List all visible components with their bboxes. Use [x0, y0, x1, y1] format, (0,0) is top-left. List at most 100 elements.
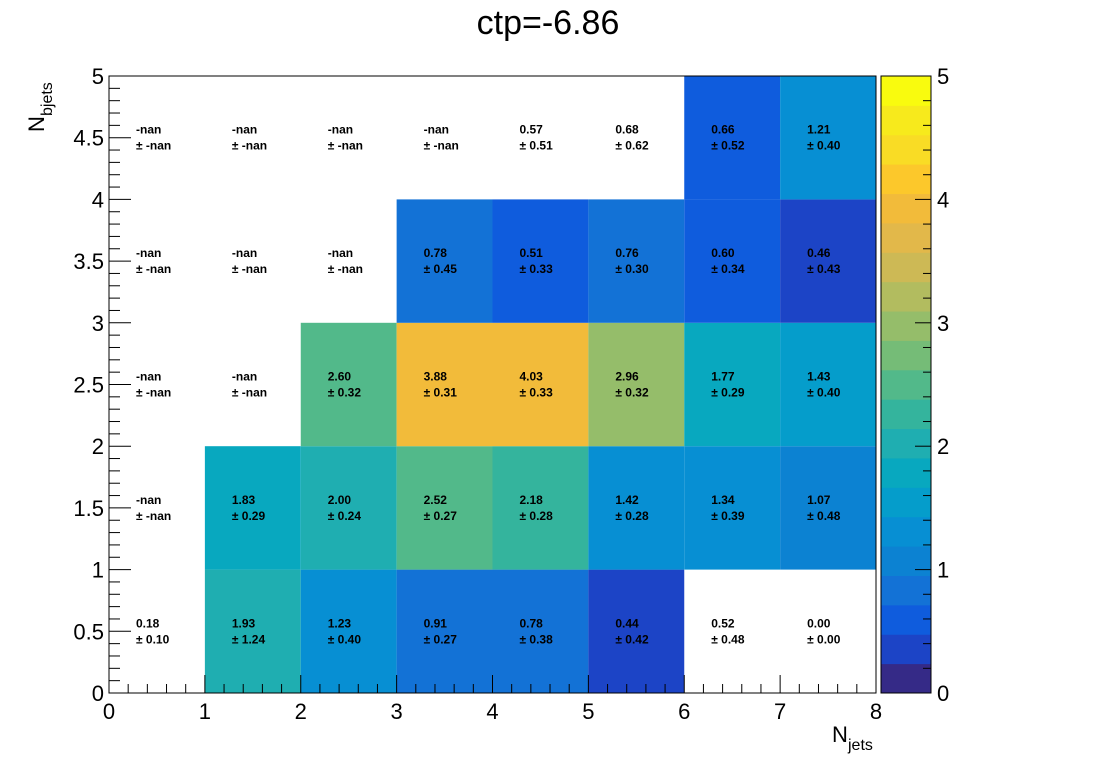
cell-value-label: 0.78	[520, 616, 544, 630]
z-tick-label: 0	[937, 681, 949, 706]
palette-swatch	[881, 516, 931, 547]
palette-swatch	[881, 134, 931, 165]
x-axis-label-main: N	[832, 722, 848, 747]
x-axis-label: N jets	[832, 722, 873, 754]
cell-value-label: 2.52	[424, 493, 448, 507]
cell-value-label: 0.18	[136, 616, 160, 630]
heatmap-cell	[396, 446, 493, 570]
cell-error-label: ± 0.30	[615, 262, 649, 276]
cell-value-label: -nan	[328, 123, 353, 137]
x-tick-label: 5	[582, 699, 594, 724]
heatmap-cell	[684, 322, 781, 447]
palette-swatch	[881, 281, 931, 312]
cell-value-label: -nan	[136, 123, 161, 137]
y-tick-label: 0	[92, 681, 104, 706]
heatmap-cell	[492, 446, 589, 570]
heatmap-cell	[588, 569, 685, 693]
cell-error-label: ± 0.48	[711, 632, 745, 646]
cell-error-label: ± 0.62	[615, 139, 649, 153]
heatmap-cell	[780, 322, 876, 447]
cell-value-label: 1.42	[615, 493, 639, 507]
cell-value-label: 4.03	[520, 370, 544, 384]
cell-error-label: ± 0.29	[711, 386, 745, 400]
z-tick-label: 4	[937, 187, 949, 212]
x-tick-label: 7	[774, 699, 786, 724]
x-tick-label: 1	[199, 699, 211, 724]
heatmap-cell	[300, 569, 397, 693]
cell-error-label: ± 0.32	[615, 386, 649, 400]
cell-value-label: 0.91	[424, 616, 448, 630]
heatmap-cell	[780, 446, 876, 570]
cell-error-label: ± 0.29	[232, 509, 266, 523]
cell-error-label: ± -nan	[136, 262, 171, 276]
cell-error-label: ± -nan	[136, 509, 171, 523]
z-tick-label: 2	[937, 434, 949, 459]
cell-value-label: -nan	[232, 246, 257, 260]
heatmap-cell	[588, 446, 685, 570]
x-axis-label-sub: jets	[847, 737, 873, 754]
heatmap-cell	[588, 322, 685, 447]
cell-value-label: 1.34	[711, 493, 735, 507]
palette-swatch	[881, 399, 931, 430]
cell-value-label: 1.07	[807, 493, 831, 507]
cell-value-label: -nan	[328, 246, 353, 260]
y-tick-label: 3.5	[73, 249, 104, 274]
cell-value-label: 0.46	[807, 246, 831, 260]
heatmap-cell	[300, 446, 397, 570]
cell-error-label: ± 0.28	[615, 509, 649, 523]
cell-value-label: -nan	[136, 493, 161, 507]
y-tick-label: 2.5	[73, 373, 104, 398]
y-axis-label: N bjets	[24, 82, 56, 132]
heatmap-cell	[204, 569, 301, 693]
heatmap-cell	[396, 569, 493, 693]
x-tick-label: 6	[678, 699, 690, 724]
palette-swatch	[881, 634, 931, 665]
cell-error-label: ± 0.48	[807, 509, 841, 523]
y-tick-label: 4	[92, 187, 104, 212]
heatmap-cell	[684, 199, 781, 323]
cell-error-label: ± 0.51	[520, 139, 554, 153]
palette-swatch	[881, 311, 931, 341]
cell-value-label: -nan	[232, 123, 257, 137]
cell-value-label: 1.83	[232, 493, 256, 507]
cell-value-label: 1.21	[807, 123, 831, 137]
y-tick-label: 3	[92, 311, 104, 336]
heatmap-cell	[300, 322, 397, 447]
z-tick-label: 1	[937, 558, 949, 583]
cell-value-label: 3.88	[424, 370, 448, 384]
cell-error-label: ± -nan	[232, 139, 267, 153]
palette-swatch	[881, 546, 931, 576]
cell-value-label: 0.52	[711, 616, 735, 630]
heatmap-cell	[780, 76, 876, 200]
cell-value-label: 0.76	[615, 246, 639, 260]
palette-swatch	[881, 428, 931, 459]
cell-value-label: 0.60	[711, 246, 735, 260]
palette-swatch	[881, 487, 931, 518]
heatmap-cells	[204, 76, 876, 693]
heatmap-cell	[396, 322, 493, 447]
cell-error-label: ± 0.42	[615, 632, 649, 646]
chart-title: ctp=-6.86	[476, 4, 620, 42]
cell-error-label: ± -nan	[328, 262, 363, 276]
x-tick-label: 8	[870, 699, 882, 724]
palette-swatch	[881, 193, 931, 224]
heatmap-cell	[204, 446, 301, 570]
x-tick-label: 4	[486, 699, 498, 724]
heatmap-cell	[492, 322, 589, 447]
palette-swatch	[881, 164, 931, 195]
cell-error-label: ± 0.33	[520, 262, 554, 276]
cell-error-label: ± 0.34	[711, 262, 745, 276]
y-axis-label-sub: bjets	[39, 82, 56, 116]
y-tick-label: 1	[92, 558, 104, 583]
cell-error-label: ± 0.00	[807, 632, 841, 646]
cell-error-label: ± -nan	[136, 386, 171, 400]
x-tick-label: 3	[391, 699, 403, 724]
palette-swatch	[881, 252, 931, 283]
cell-value-label: 1.93	[232, 616, 256, 630]
cell-value-label: 0.66	[711, 123, 735, 137]
cell-error-label: ± 0.31	[424, 386, 458, 400]
y-tick-label: 1.5	[73, 496, 104, 521]
x-tick-label: 2	[295, 699, 307, 724]
cell-error-label: ± 0.52	[711, 139, 745, 153]
y-axis-label-main: N	[24, 116, 49, 132]
